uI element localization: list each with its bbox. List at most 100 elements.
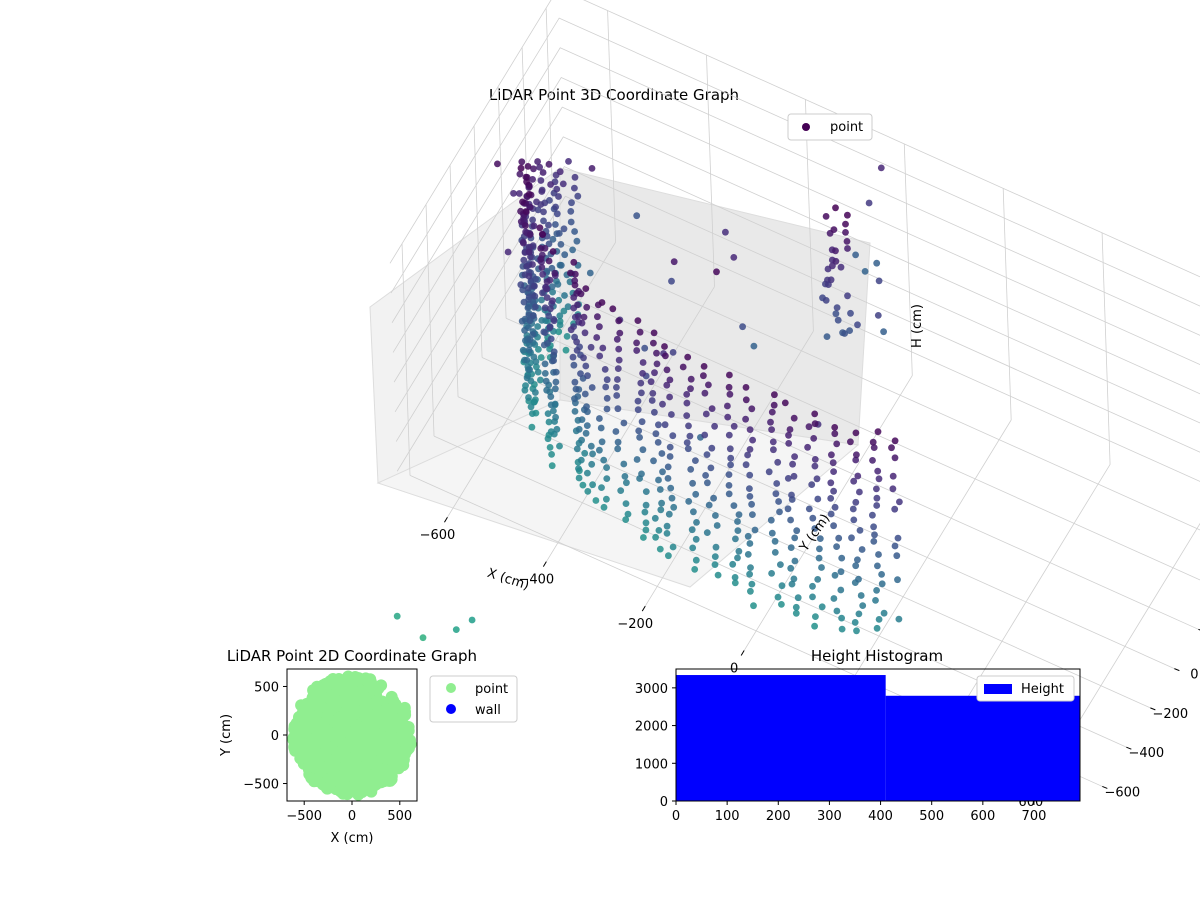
data-point-3d <box>548 264 556 272</box>
x-tick-label-3d: −200 <box>617 617 653 632</box>
data-point-3d <box>771 537 779 545</box>
data-point-3d <box>530 165 537 173</box>
data-point-3d <box>777 561 784 568</box>
data-point-3d <box>855 610 863 618</box>
data-point-3d <box>537 354 545 361</box>
data-point-3d <box>669 543 677 551</box>
data-point-2d <box>396 720 408 733</box>
data-point-3d <box>569 353 577 361</box>
data-point-3d <box>539 289 546 297</box>
data-point-3d <box>878 580 886 588</box>
data-point-3d <box>571 173 579 181</box>
data-point-3d <box>596 352 604 360</box>
y-tick-label-3d: 0 <box>1190 668 1198 683</box>
data-point-3d <box>711 553 719 560</box>
data-point-3d <box>850 516 858 524</box>
data-point-3d <box>725 471 733 478</box>
data-point-3d <box>712 543 720 551</box>
data-point-3d <box>771 391 778 399</box>
data-point-3d <box>661 343 668 350</box>
data-point-3d <box>529 331 537 338</box>
data-point-3d <box>875 551 882 558</box>
data-point-3d <box>655 527 663 534</box>
data-point-3d <box>639 359 647 366</box>
data-point-3d <box>545 160 553 168</box>
data-point-2d <box>301 698 314 710</box>
data-point-3d <box>638 418 646 426</box>
y-tick-label-histogram: 1000 <box>635 757 668 772</box>
data-point-3d <box>510 190 517 197</box>
data-point-3d <box>521 326 528 334</box>
data-point-3d <box>827 495 835 502</box>
data-point-3d <box>870 538 878 545</box>
data-point-3d <box>523 263 531 270</box>
data-point-3d <box>873 624 881 632</box>
data-point-3d <box>670 503 678 511</box>
data-point-3d <box>571 408 579 415</box>
data-point-3d <box>597 424 605 432</box>
data-point-3d <box>560 225 568 233</box>
data-point-3d <box>541 360 549 368</box>
data-point-3d <box>875 277 883 285</box>
data-point-3d <box>525 190 533 198</box>
data-point-3d <box>529 410 536 417</box>
data-point-3d <box>830 468 837 475</box>
grid-line <box>389 0 1200 278</box>
data-point-3d <box>789 460 796 468</box>
data-point-3d <box>529 312 537 319</box>
data-point-3d <box>523 374 531 382</box>
chart2d-title: LiDAR Point 2D Coordinate Graph <box>227 647 477 665</box>
data-point-3d <box>787 544 795 551</box>
data-point-3d <box>653 360 661 368</box>
data-point-3d <box>725 490 733 498</box>
data-point-3d <box>561 251 569 259</box>
data-point-3d <box>811 410 819 418</box>
data-point-3d <box>852 251 859 259</box>
data-point-3d <box>732 535 739 543</box>
data-point-3d <box>600 503 608 511</box>
y-tick-label-2d: 0 <box>271 729 279 744</box>
data-point-3d <box>805 423 813 431</box>
data-point-2d <box>288 740 301 753</box>
data-point-2d <box>379 773 392 786</box>
data-point-3d <box>581 449 589 457</box>
data-point-3d <box>832 257 840 265</box>
histogram-bar <box>885 695 1080 801</box>
data-point-3d <box>813 475 821 483</box>
data-point-3d <box>880 609 888 617</box>
data-point-3d <box>816 545 823 553</box>
data-point-3d <box>521 386 529 394</box>
data-point-3d <box>896 498 903 506</box>
data-point-3d <box>895 615 903 623</box>
data-point-2d <box>370 761 383 774</box>
data-point-3d <box>584 469 591 477</box>
data-point-3d <box>649 390 657 397</box>
data-point-3d <box>520 256 528 264</box>
data-point-2d <box>368 779 381 792</box>
data-point-3d <box>614 405 622 413</box>
grid-line <box>497 86 507 319</box>
data-point-2d <box>364 714 377 727</box>
data-point-3d <box>815 554 823 562</box>
data-point-3d <box>555 328 563 336</box>
data-point-3d <box>831 503 839 511</box>
data-point-3d <box>816 535 824 542</box>
data-point-3d <box>873 587 880 594</box>
data-point-3d <box>853 627 860 635</box>
data-point-3d <box>650 339 657 347</box>
data-point-3d <box>532 389 539 396</box>
data-point-3d <box>569 246 576 254</box>
data-point-3d <box>594 313 601 321</box>
data-point-3d <box>556 442 563 450</box>
ticks-2d: −500 −500 0 0 500 500 <box>243 680 412 824</box>
data-point-3d <box>588 384 596 391</box>
data-point-3d <box>393 612 401 620</box>
data-point-3d <box>874 562 881 570</box>
data-point-2d <box>326 689 338 702</box>
data-point-3d <box>655 421 662 429</box>
data-point-3d <box>703 451 711 458</box>
data-point-3d <box>596 323 603 331</box>
data-point-3d <box>668 494 676 502</box>
legend-3d-box <box>787 113 873 141</box>
data-point-3d <box>642 488 650 495</box>
